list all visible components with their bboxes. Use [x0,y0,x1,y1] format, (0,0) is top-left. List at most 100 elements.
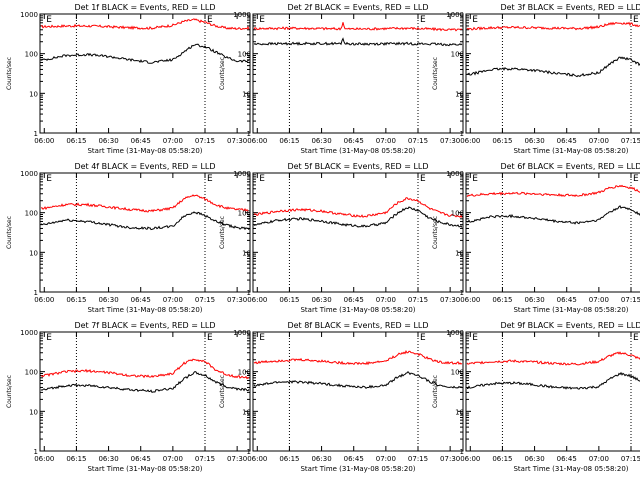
y-tick-label: 10 [455,249,464,257]
flag-label: E [259,333,265,343]
x-tick-label: 06:45 [557,455,577,463]
x-tick-label: 06:45 [131,137,151,145]
y-tick-label: 1000 [20,170,38,178]
y-axis-label: Counts/sec [219,375,226,408]
y-tick-label: 1 [34,130,38,138]
flag-label: E [633,15,639,25]
lld-line [466,351,640,366]
events-line [40,211,250,231]
x-tick-label: 06:30 [98,296,118,304]
detector-panel: Det 6f BLACK = Events, RED = LLD E E 1 10 100… [432,162,640,314]
x-axis-label: Start Time (31-May-08 05:58:20) [87,306,202,314]
events-line [40,43,250,64]
lld-line [253,197,463,218]
x-tick-label: 06:30 [311,137,331,145]
x-tick-label: 06:15 [66,455,86,463]
y-tick-label: 10 [29,408,38,416]
y-tick-label: 1 [247,289,251,297]
y-axis-label: Counts/sec [432,375,439,408]
x-tick-label: 07:00 [589,296,609,304]
y-tick-label: 10 [455,90,464,98]
x-tick-label: 06:00 [247,296,267,304]
y-tick-label: 100 [451,51,464,59]
plot-frame [39,331,251,452]
flag-label: E [472,333,478,343]
y-tick-label: 1000 [20,11,38,19]
flag-label: E [46,15,52,25]
y-tick-label: 1000 [446,11,464,19]
lld-line [40,358,250,380]
x-tick-label: 06:45 [344,296,364,304]
detector-panel: Det 7f BLACK = Events, RED = LLD E E 1 10 100… [6,321,251,473]
x-tick-label: 06:45 [557,296,577,304]
flag-label: E [420,174,426,184]
y-axis-label: Counts/sec [432,216,439,249]
x-tick-label: 06:45 [131,455,151,463]
y-axis-label: Counts/sec [219,57,226,90]
x-tick-label: 06:00 [34,455,54,463]
flag-label: E [259,15,265,25]
flag-label: E [259,174,265,184]
x-tick-label: 06:45 [557,137,577,145]
panel-title: Det 7f BLACK = Events, RED = LLD [74,321,215,330]
x-tick-label: 06:45 [131,296,151,304]
y-tick-label: 1000 [233,170,251,178]
y-tick-label: 10 [242,90,251,98]
y-axis-label: Counts/sec [6,57,13,90]
y-tick-label: 100 [238,369,251,377]
y-tick-label: 1 [247,448,251,456]
flag-label: E [633,333,639,343]
y-tick-label: 100 [25,210,38,218]
x-tick-label: 07:00 [163,296,183,304]
x-tick-label: 07:15 [621,137,640,145]
panel-title: Det 1f BLACK = Events, RED = LLD [74,3,215,12]
panel-title: Det 6f BLACK = Events, RED = LLD [500,162,640,171]
x-axis-label: Start Time (31-May-08 05:58:20) [513,306,628,314]
x-tick-label: 06:30 [311,296,331,304]
lld-line [466,184,640,198]
flag-label: E [46,333,52,343]
events-line [466,205,640,225]
x-tick-label: 07:15 [408,455,428,463]
x-tick-label: 07:30 [440,455,460,463]
y-tick-label: 100 [25,51,38,59]
x-tick-label: 07:15 [195,455,215,463]
flag-label: E [46,174,52,184]
y-axis-label: Counts/sec [432,57,439,90]
x-tick-label: 06:00 [247,455,267,463]
y-tick-label: 10 [455,408,464,416]
panel-title: Det 9f BLACK = Events, RED = LLD [500,321,640,330]
x-axis-label: Start Time (31-May-08 05:58:20) [300,306,415,314]
y-tick-label: 100 [238,51,251,59]
x-tick-label: 07:15 [408,137,428,145]
y-tick-label: 10 [242,249,251,257]
x-tick-label: 07:30 [227,455,247,463]
lld-line [253,349,463,366]
x-tick-label: 06:15 [279,137,299,145]
x-tick-label: 07:15 [195,296,215,304]
flag-label: E [420,333,426,343]
y-tick-label: 100 [25,369,38,377]
y-tick-label: 100 [451,369,464,377]
detector-panel: Det 3f BLACK = Events, RED = LLD E E 1 10 100… [432,3,640,155]
x-tick-label: 06:45 [344,137,364,145]
x-tick-label: 06:30 [311,455,331,463]
x-tick-label: 06:00 [460,296,480,304]
events-line [40,371,250,394]
flag-label: E [207,333,213,343]
x-tick-label: 07:15 [621,296,640,304]
x-tick-label: 06:30 [524,137,544,145]
x-tick-label: 07:00 [589,137,609,145]
x-tick-label: 06:15 [492,137,512,145]
events-line [467,371,640,390]
y-tick-label: 1 [460,289,464,297]
x-tick-label: 07:15 [621,455,640,463]
x-tick-label: 07:30 [440,137,460,145]
y-tick-label: 1 [460,130,464,138]
x-axis-label: Start Time (31-May-08 05:58:20) [513,465,628,473]
x-axis-label: Start Time (31-May-08 05:58:20) [87,465,202,473]
